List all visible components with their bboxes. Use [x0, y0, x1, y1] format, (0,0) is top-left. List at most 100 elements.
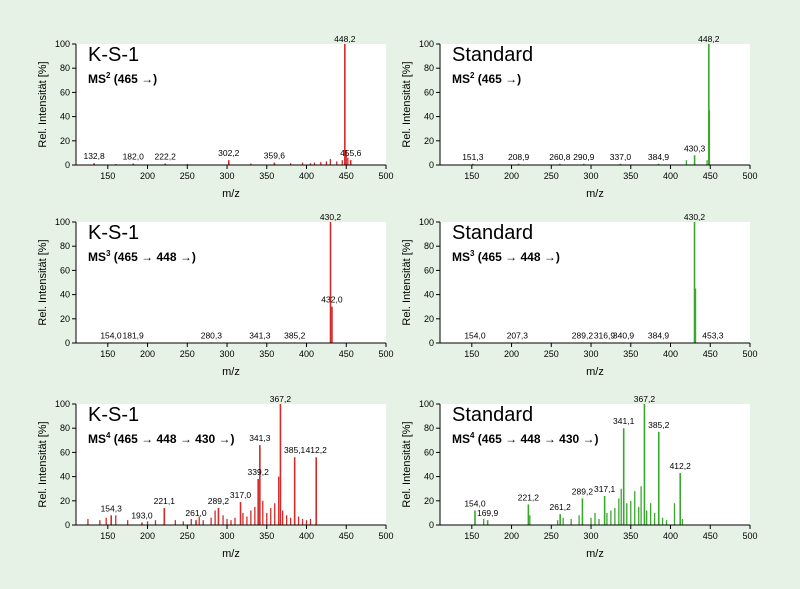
scan-main: MS	[88, 432, 106, 446]
y-tick-label: 40	[60, 290, 70, 300]
y-axis-label: Rel. Intensität [%]	[37, 421, 49, 507]
panel-title: K-S-1	[88, 44, 139, 66]
plot-area	[440, 404, 750, 525]
y-tick-label: 20	[424, 496, 434, 506]
x-tick-label: 500	[742, 349, 757, 359]
peak-label: 182,0	[123, 152, 145, 162]
x-tick-label: 150	[464, 171, 479, 181]
peak-label: 289,2	[208, 496, 230, 506]
peak-label: 385,2	[648, 420, 670, 430]
peak-label: 367,2	[634, 394, 656, 404]
x-axis-label: m/z	[222, 366, 240, 378]
x-tick-label: 500	[742, 531, 757, 541]
peak-label: 430,2	[320, 212, 342, 222]
peak-label: 193,0	[131, 511, 153, 521]
panel-title: Standard	[452, 222, 533, 244]
y-tick-label: 40	[424, 290, 434, 300]
peak-label: 154,0	[100, 330, 122, 340]
y-tick-label: 100	[55, 399, 70, 409]
x-axis-label: m/z	[586, 366, 604, 378]
scan-superscript: 4	[470, 431, 475, 440]
peak-label: 260,8	[549, 152, 571, 162]
y-tick-label: 60	[424, 265, 434, 275]
x-tick-label: 400	[299, 171, 314, 181]
peak-label: 154,0	[464, 330, 486, 340]
x-tick-label: 250	[180, 531, 195, 541]
scan-main: MS	[452, 72, 470, 86]
peak-label: 430,3	[684, 143, 706, 153]
x-tick-label: 150	[100, 349, 115, 359]
x-tick-label: 450	[339, 531, 354, 541]
panel-title: K-S-1	[88, 404, 139, 426]
scan-transition: (465 →)	[110, 72, 157, 86]
x-axis-label: m/z	[222, 188, 240, 200]
y-tick-label: 100	[419, 39, 434, 49]
plot-area	[76, 222, 386, 343]
x-axis-label: m/z	[222, 548, 240, 560]
scan-description: MS2 (465 →)	[88, 71, 157, 86]
scan-description: MS3 (465 → 448 →)	[452, 249, 560, 264]
y-tick-label: 60	[60, 87, 70, 97]
peak-label: 289,2	[572, 330, 594, 340]
x-tick-label: 350	[259, 531, 274, 541]
x-tick-label: 200	[504, 171, 519, 181]
x-tick-label: 500	[742, 171, 757, 181]
scan-description: MS3 (465 → 448 →)	[88, 249, 196, 264]
x-tick-label: 150	[464, 349, 479, 359]
x-tick-label: 300	[584, 531, 599, 541]
y-tick-label: 100	[419, 217, 434, 227]
y-tick-label: 80	[424, 241, 434, 251]
peak-label: 280,3	[201, 330, 223, 340]
y-tick-label: 0	[65, 338, 70, 348]
peak-label: 317,1	[594, 484, 616, 494]
peak-label: 221,1	[154, 496, 176, 506]
x-tick-label: 500	[378, 531, 393, 541]
y-tick-label: 0	[429, 338, 434, 348]
plot-area	[440, 44, 750, 165]
x-tick-label: 350	[623, 531, 638, 541]
peak-label: 181,9	[123, 330, 145, 340]
y-tick-label: 80	[424, 63, 434, 73]
x-tick-label: 450	[703, 171, 718, 181]
y-tick-label: 60	[424, 447, 434, 457]
peak-label: 341,1	[613, 416, 635, 426]
y-tick-label: 60	[60, 265, 70, 275]
peak-label: 337,0	[610, 152, 632, 162]
peak-label: 385,1	[284, 445, 306, 455]
peak-label: 207,3	[507, 330, 529, 340]
y-tick-label: 20	[60, 136, 70, 146]
y-tick-label: 80	[424, 423, 434, 433]
scan-superscript: 2	[106, 71, 111, 80]
x-tick-label: 500	[378, 349, 393, 359]
peak-label: 432,0	[321, 295, 343, 305]
x-axis-label: m/z	[586, 548, 604, 560]
y-tick-label: 40	[424, 472, 434, 482]
scan-description: MS4 (465 → 448 → 430 →)	[452, 431, 599, 446]
y-tick-label: 100	[419, 399, 434, 409]
peak-label: 455,6	[340, 148, 362, 158]
x-tick-label: 300	[584, 171, 599, 181]
x-tick-label: 400	[299, 349, 314, 359]
x-tick-label: 300	[220, 349, 235, 359]
peak-label: 453,3	[702, 330, 724, 340]
y-tick-label: 0	[65, 160, 70, 170]
x-tick-label: 400	[663, 349, 678, 359]
scan-superscript: 2	[470, 71, 475, 80]
y-axis-label: Rel. Intensität [%]	[37, 61, 49, 147]
plot-area	[76, 44, 386, 165]
peak-label: 412,2	[306, 445, 328, 455]
peak-label: 430,2	[684, 212, 706, 222]
scan-superscript: 4	[106, 431, 111, 440]
x-tick-label: 150	[100, 171, 115, 181]
x-tick-label: 350	[623, 171, 638, 181]
x-tick-label: 200	[504, 349, 519, 359]
scan-main: MS	[452, 432, 470, 446]
peak-label: 221,2	[518, 492, 540, 502]
y-tick-label: 80	[60, 63, 70, 73]
peak-label: 448,2	[698, 34, 720, 44]
x-axis-label: m/z	[586, 188, 604, 200]
peak-label: 302,2	[218, 148, 240, 158]
scan-transition: (465 → 448 → 430 →)	[110, 432, 234, 446]
scan-main: MS	[452, 250, 470, 264]
